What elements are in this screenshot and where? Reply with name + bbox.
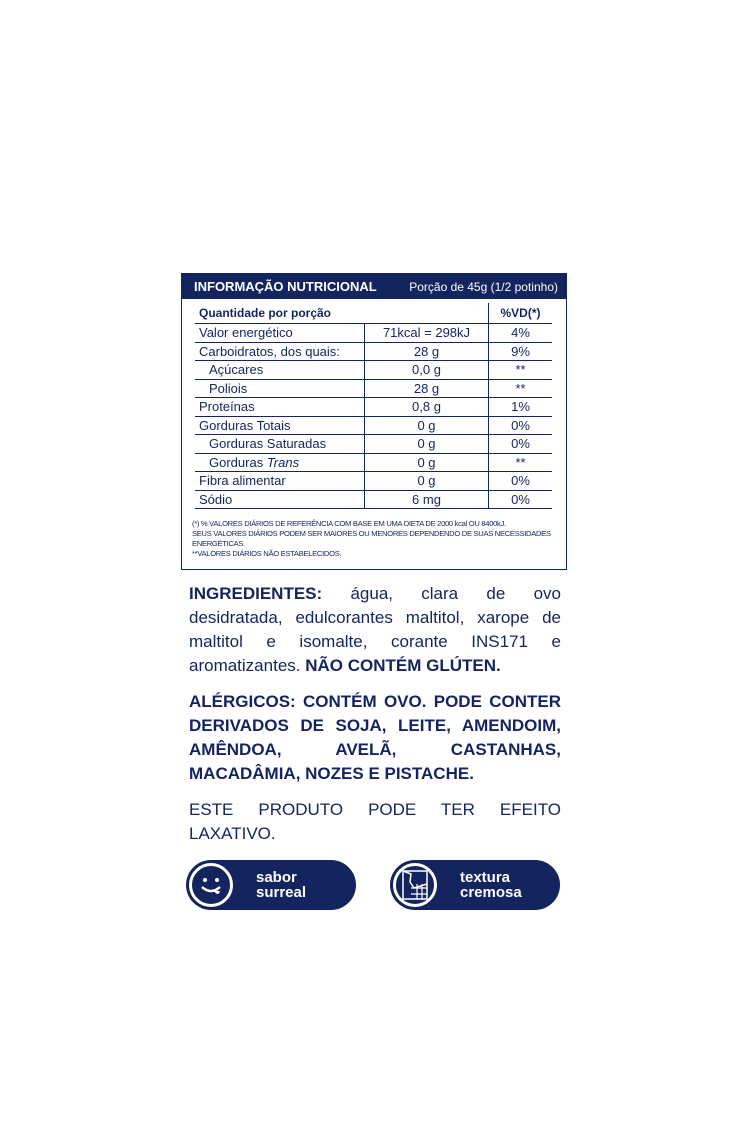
footnotes: (*) % VALORES DIÁRIOS DE REFERÊNCIA COM … bbox=[192, 519, 558, 559]
nutrient-value: 0,8 g bbox=[364, 397, 489, 417]
vd-header: %VD(*) bbox=[488, 303, 552, 324]
nutrient-value: 0,0 g bbox=[364, 360, 489, 380]
nutrient-name: Carboidratos, dos quais: bbox=[195, 342, 365, 361]
table-row: Proteínas 0,8 g 1% bbox=[195, 397, 552, 417]
portion-size: Porção de 45g (1/2 potinho) bbox=[409, 279, 558, 294]
ingredients-text: água, clara de ovo desidratada, edulcora… bbox=[189, 584, 561, 675]
nutrient-name: Gorduras Totais bbox=[195, 416, 365, 435]
footnote: (*) % VALORES DIÁRIOS DE REFERÊNCIA COM … bbox=[192, 519, 506, 528]
text-section: INGREDIENTES: água, clara de ovo desidra… bbox=[186, 582, 561, 910]
nutrient-value: 0 g bbox=[364, 471, 489, 491]
table-row: Carboidratos, dos quais: 28 g 9% bbox=[195, 342, 552, 361]
nutrient-vd: 4% bbox=[488, 323, 552, 343]
nutrient-value: 0 g bbox=[364, 453, 489, 472]
table-row: Sódio 6 mg 0% bbox=[195, 490, 552, 509]
nutrient-name: Fibra alimentar bbox=[195, 471, 365, 491]
table-row: Gorduras Totais 0 g 0% bbox=[195, 416, 552, 435]
nutrient-vd: ** bbox=[488, 360, 552, 380]
nutrient-value: 0 g bbox=[364, 434, 489, 454]
nutrient-name: Proteínas bbox=[195, 397, 365, 417]
footnote: **VALORES DIÁRIOS NÃO ESTABELECIDOS. bbox=[192, 549, 342, 558]
footnote: SEUS VALORES DIÁRIOS PODEM SER MAIORES O… bbox=[192, 529, 551, 548]
badges: sabor surreal textura cremosa bbox=[186, 860, 561, 910]
nutrient-value: 0 g bbox=[364, 416, 489, 435]
badge-sabor-surreal: sabor surreal bbox=[186, 860, 356, 910]
nutrient-name: Gorduras Saturadas bbox=[195, 434, 365, 454]
badge-line: cremosa bbox=[460, 884, 522, 901]
table-row: Açúcares 0,0 g ** bbox=[195, 360, 552, 380]
nutrient-vd: 0% bbox=[488, 434, 552, 454]
nutrient-name: Sódio bbox=[195, 490, 365, 509]
nutrient-name: Poliois bbox=[195, 379, 365, 398]
nutrient-value: 28 g bbox=[364, 379, 489, 398]
badge-line: sabor bbox=[256, 869, 297, 886]
table-row: Poliois 28 g ** bbox=[195, 379, 552, 398]
table-row: Valor energético 71kcal = 298kJ 4% bbox=[195, 323, 552, 343]
nutrient-vd: 0% bbox=[488, 490, 552, 509]
nutrient-vd: ** bbox=[488, 453, 552, 472]
table-header-row: Quantidade por porção %VD(*) bbox=[195, 303, 552, 324]
nutrient-vd: 0% bbox=[488, 416, 552, 435]
nutrition-table: INFORMAÇÃO NUTRICIONAL Porção de 45g (1/… bbox=[181, 273, 567, 570]
smiley-tongue-icon bbox=[189, 863, 233, 907]
nutrient-name: Açúcares bbox=[195, 360, 365, 380]
nutrient-value: 28 g bbox=[364, 342, 489, 361]
nutrient-vd: 0% bbox=[488, 471, 552, 491]
nutrient-name: Valor energético bbox=[195, 323, 365, 343]
chocolate-bar-icon bbox=[393, 863, 437, 907]
badge-textura-cremosa: textura cremosa bbox=[390, 860, 560, 910]
laxative-warning: ESTE PRODUTO PODE TER EFEITO LAXATIVO. bbox=[189, 800, 561, 843]
ingredients-label: INGREDIENTES: bbox=[189, 584, 323, 603]
nutrient-vd: 1% bbox=[488, 397, 552, 417]
table-row: Gorduras Trans 0 g ** bbox=[195, 453, 552, 472]
badge-line: surreal bbox=[256, 884, 307, 901]
nutrition-grid: Quantidade por porção %VD(*) Valor energ… bbox=[195, 303, 552, 509]
badge-line: textura bbox=[460, 869, 511, 886]
table-row: Gorduras Saturadas 0 g 0% bbox=[195, 434, 552, 454]
nutrient-vd: ** bbox=[488, 379, 552, 398]
nutrient-value: 71kcal = 298kJ bbox=[364, 323, 489, 343]
nutrition-header: INFORMAÇÃO NUTRICIONAL Porção de 45g (1/… bbox=[182, 274, 566, 299]
nutrient-vd: 9% bbox=[488, 342, 552, 361]
table-row: Fibra alimentar 0 g 0% bbox=[195, 471, 552, 491]
quantity-header: Quantidade por porção bbox=[195, 303, 489, 324]
nutrition-title: INFORMAÇÃO NUTRICIONAL bbox=[194, 279, 377, 294]
nutrient-value: 6 mg bbox=[364, 490, 489, 509]
nutrient-name: Gorduras Trans bbox=[195, 453, 365, 472]
gluten-notice: NÃO CONTÉM GLÚTEN. bbox=[305, 656, 501, 675]
ingredients: INGREDIENTES: água, clara de ovo desidra… bbox=[189, 582, 561, 678]
allergens: ALÉRGICOS: CONTÉM OVO. PODE CONTER DERIV… bbox=[189, 692, 561, 783]
